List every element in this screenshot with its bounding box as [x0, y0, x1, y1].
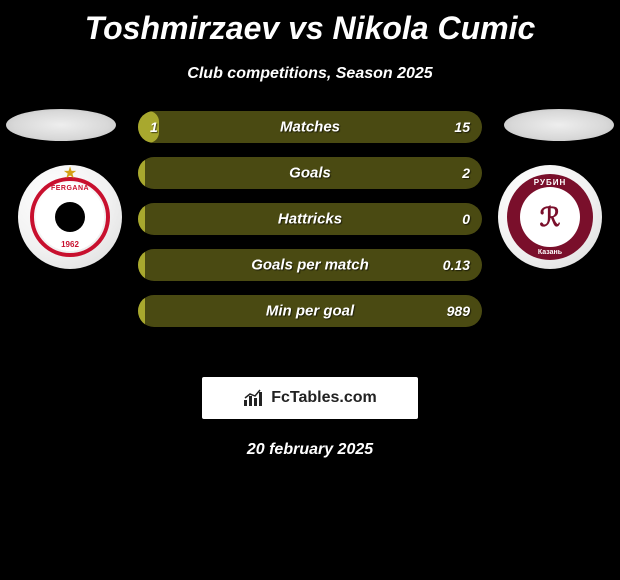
stat-value-right: 989 — [447, 303, 470, 319]
right-club-sub-text: Казань — [538, 249, 562, 256]
right-club-crest: РУБИН ℛ Казань — [507, 174, 593, 260]
stat-label: Goals — [289, 165, 331, 182]
left-club-crest: FERGANA 1962 — [30, 177, 110, 257]
stat-value-right: 2 — [462, 165, 470, 181]
stat-bar-fill — [138, 295, 145, 327]
stat-bar-fill — [138, 249, 145, 281]
stat-bar: Goals per match 0.13 — [138, 249, 482, 281]
date-label: 20 february 2025 — [0, 441, 620, 459]
stat-bar-fill — [138, 203, 145, 235]
ball-icon — [55, 202, 85, 232]
stat-label: Goals per match — [251, 257, 369, 274]
left-country-ellipse — [6, 109, 116, 141]
stat-label: Hattricks — [278, 211, 342, 228]
stat-label: Min per goal — [266, 303, 354, 320]
stat-bar: Goals 2 — [138, 157, 482, 189]
left-club-badge: FERGANA 1962 — [18, 165, 122, 269]
stat-value-right: 15 — [454, 119, 470, 135]
right-country-ellipse — [504, 109, 614, 141]
stat-label: Matches — [280, 119, 340, 136]
brand-label: FcTables.com — [271, 389, 377, 407]
comparison-stage: FERGANA 1962 РУБИН ℛ Казань Matches 1 15 Go… — [0, 111, 620, 371]
left-club-year: 1962 — [61, 240, 79, 249]
wyvern-icon: ℛ — [540, 202, 561, 233]
stat-bar-fill — [138, 157, 145, 189]
stat-bars: Matches 1 15 Goals 2 Hattricks 0 Goals per matc… — [138, 111, 482, 341]
stat-bar: Hattricks 0 — [138, 203, 482, 235]
right-club-badge: РУБИН ℛ Казань — [498, 165, 602, 269]
stat-value-right: 0 — [462, 211, 470, 227]
subtitle: Club competitions, Season 2025 — [0, 65, 620, 83]
brand-box[interactable]: FcTables.com — [202, 377, 418, 419]
stat-value-left: 1 — [150, 119, 158, 135]
left-club-name: FERGANA — [51, 185, 89, 192]
stat-bar: Min per goal 989 — [138, 295, 482, 327]
page-title: Toshmirzaev vs Nikola Cumic — [0, 0, 620, 47]
chart-icon — [243, 389, 265, 407]
stat-value-right: 0.13 — [443, 257, 470, 273]
right-club-top-text: РУБИН — [534, 178, 566, 187]
stat-bar: Matches 1 15 — [138, 111, 482, 143]
